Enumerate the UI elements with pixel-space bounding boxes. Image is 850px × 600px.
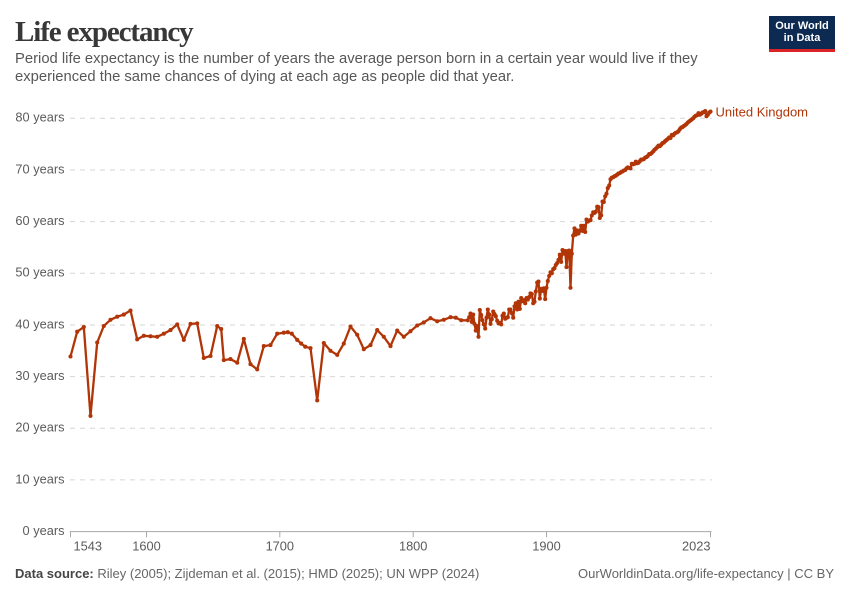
svg-text:2023: 2023: [682, 538, 710, 553]
svg-text:10 years: 10 years: [15, 471, 64, 486]
svg-text:1800: 1800: [399, 538, 427, 553]
svg-text:1700: 1700: [266, 538, 294, 553]
svg-text:80 years: 80 years: [15, 110, 64, 125]
svg-text:40 years: 40 years: [15, 316, 64, 331]
svg-text:30 years: 30 years: [15, 368, 64, 383]
svg-text:United Kingdom: United Kingdom: [716, 105, 809, 120]
svg-text:0 years: 0 years: [23, 523, 65, 538]
svg-text:60 years: 60 years: [15, 213, 64, 228]
svg-text:1900: 1900: [532, 538, 560, 553]
svg-text:50 years: 50 years: [15, 265, 64, 280]
svg-text:1600: 1600: [132, 538, 160, 553]
svg-text:1543: 1543: [74, 538, 102, 553]
svg-text:70 years: 70 years: [15, 161, 64, 176]
svg-text:20 years: 20 years: [15, 420, 64, 435]
